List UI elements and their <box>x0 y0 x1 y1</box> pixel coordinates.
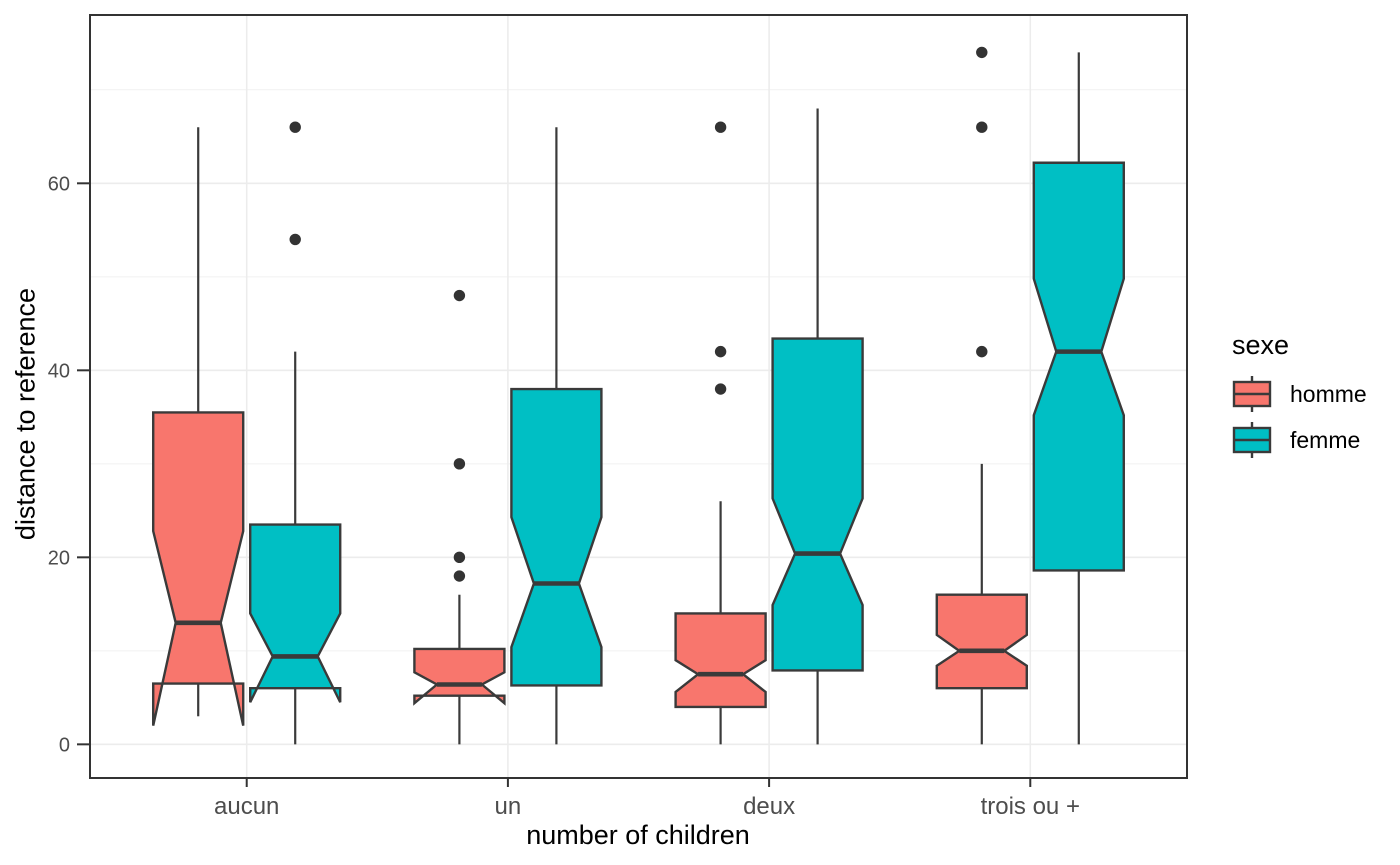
svg-text:deux: deux <box>743 793 795 820</box>
legend-item-femme: femme <box>1232 417 1400 463</box>
svg-text:trois ou +: trois ou + <box>981 793 1080 820</box>
legend-label-femme: femme <box>1290 426 1361 453</box>
svg-text:aucun: aucun <box>214 793 279 820</box>
svg-text:20: 20 <box>48 547 70 569</box>
boxplot-key-homme-icon <box>1232 376 1272 412</box>
svg-text:60: 60 <box>48 173 70 195</box>
svg-text:un: un <box>495 793 522 820</box>
legend-label-homme: homme <box>1290 380 1367 407</box>
legend: sexe homme femme <box>1208 330 1400 463</box>
svg-text:0: 0 <box>59 734 70 756</box>
svg-text:40: 40 <box>48 360 70 382</box>
legend-item-homme: homme <box>1232 371 1400 417</box>
y-axis-title: distance to reference <box>10 287 41 541</box>
boxplot-key-femme-icon <box>1232 422 1272 458</box>
legend-title: sexe <box>1232 330 1290 360</box>
x-axis-title: number of children <box>526 820 750 850</box>
